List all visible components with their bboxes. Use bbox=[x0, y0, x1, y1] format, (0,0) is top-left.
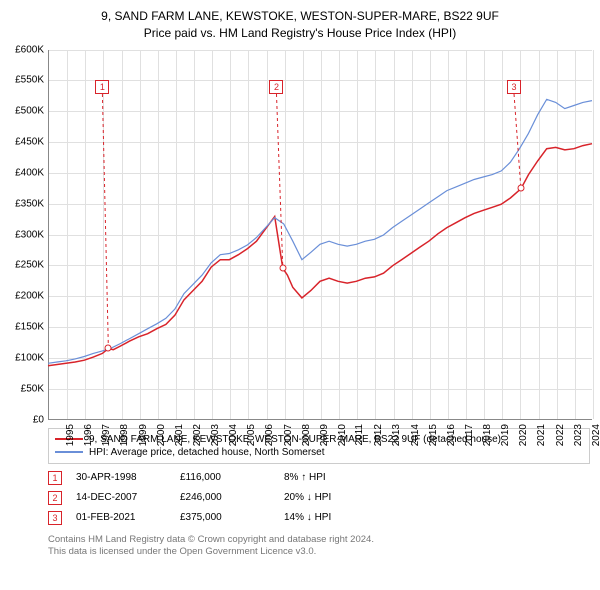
marker-table: 1 30-APR-1998 £116,000 8% ↑ HPI 2 14-DEC-2007… bbox=[48, 468, 590, 528]
marker-table-row: 2 14-DEC-2007 £246,000 20% ↓ HPI bbox=[48, 488, 590, 508]
x-axis-label: 2009 bbox=[319, 424, 330, 446]
y-axis-label: £300K bbox=[15, 229, 44, 240]
marker-price: £246,000 bbox=[180, 492, 270, 503]
legend-label: HPI: Average price, detached house, Nort… bbox=[89, 447, 325, 458]
marker-dot bbox=[105, 345, 112, 352]
marker-date: 01-FEB-2021 bbox=[76, 512, 166, 523]
attribution-footer: Contains HM Land Registry data © Crown c… bbox=[48, 534, 590, 560]
x-axis-label: 2020 bbox=[518, 424, 529, 446]
marker-date: 30-APR-1998 bbox=[76, 472, 166, 483]
marker-price: £375,000 bbox=[180, 512, 270, 523]
gridline-v bbox=[593, 50, 594, 419]
x-axis-label: 1996 bbox=[83, 424, 94, 446]
legend-label: 9, SAND FARM LANE, KEWSTOKE, WESTON-SUPE… bbox=[89, 434, 501, 445]
footer-line-2: This data is licensed under the Open Gov… bbox=[48, 546, 590, 559]
title-line-2: Price paid vs. HM Land Registry's House … bbox=[10, 25, 590, 42]
marker-table-row: 3 01-FEB-2021 £375,000 14% ↓ HPI bbox=[48, 508, 590, 528]
series-line bbox=[48, 99, 592, 363]
marker-table-number: 2 bbox=[48, 491, 62, 505]
x-axis-label: 2010 bbox=[337, 424, 348, 446]
marker-diff: 8% ↑ HPI bbox=[284, 472, 374, 483]
marker-diff: 14% ↓ HPI bbox=[284, 512, 374, 523]
y-axis-label: £50K bbox=[21, 383, 44, 394]
series-line bbox=[48, 143, 592, 365]
title-block: 9, SAND FARM LANE, KEWSTOKE, WESTON-SUPE… bbox=[0, 0, 600, 46]
x-axis-label: 1995 bbox=[65, 424, 76, 446]
x-axis-label: 2003 bbox=[210, 424, 221, 446]
x-axis-label: 2017 bbox=[464, 424, 475, 446]
marker-connector bbox=[514, 94, 521, 189]
x-axis-label: 2001 bbox=[174, 424, 185, 446]
x-axis-label: 2011 bbox=[354, 424, 365, 446]
y-axis-label: £0 bbox=[33, 414, 44, 425]
x-axis-label: 2014 bbox=[409, 424, 420, 446]
x-axis-label: 2002 bbox=[192, 424, 203, 446]
x-axis-label: 2016 bbox=[446, 424, 457, 446]
marker-number-box: 3 bbox=[507, 80, 521, 94]
marker-diff: 20% ↓ HPI bbox=[284, 492, 374, 503]
x-axis-label: 2012 bbox=[373, 424, 384, 446]
y-axis-label: £350K bbox=[15, 198, 44, 209]
title-line-1: 9, SAND FARM LANE, KEWSTOKE, WESTON-SUPE… bbox=[10, 8, 590, 25]
x-axis-label: 2013 bbox=[391, 424, 402, 446]
x-axis-label: 2015 bbox=[427, 424, 438, 446]
marker-table-number: 3 bbox=[48, 511, 62, 525]
marker-table-number: 1 bbox=[48, 471, 62, 485]
series-svg bbox=[48, 50, 592, 420]
x-axis-label: 1997 bbox=[101, 424, 112, 446]
y-axis-label: £500K bbox=[15, 106, 44, 117]
chart-plot-area: £0£50K£100K£150K£200K£250K£300K£350K£400… bbox=[48, 50, 592, 420]
y-axis-label: £250K bbox=[15, 260, 44, 271]
y-axis-label: £100K bbox=[15, 352, 44, 363]
marker-number-box: 2 bbox=[269, 80, 283, 94]
y-axis-label: £150K bbox=[15, 322, 44, 333]
marker-dot bbox=[517, 185, 524, 192]
x-axis-label: 2019 bbox=[500, 424, 511, 446]
y-axis-label: £200K bbox=[15, 291, 44, 302]
x-axis-label: 1999 bbox=[137, 424, 148, 446]
marker-price: £116,000 bbox=[180, 472, 270, 483]
x-axis-label: 2006 bbox=[264, 424, 275, 446]
x-axis-label: 2022 bbox=[554, 424, 565, 446]
y-axis-label: £400K bbox=[15, 167, 44, 178]
marker-number-box: 1 bbox=[95, 80, 109, 94]
y-axis-label: £550K bbox=[15, 75, 44, 86]
x-axis-label: 2000 bbox=[155, 424, 166, 446]
x-axis-label: 2024 bbox=[591, 424, 600, 446]
chart-container: 9, SAND FARM LANE, KEWSTOKE, WESTON-SUPE… bbox=[0, 0, 600, 590]
x-axis-label: 2007 bbox=[282, 424, 293, 446]
marker-connector bbox=[276, 94, 282, 268]
x-axis-label: 2004 bbox=[228, 424, 239, 446]
y-axis-label: £450K bbox=[15, 137, 44, 148]
footer-line-1: Contains HM Land Registry data © Crown c… bbox=[48, 534, 590, 547]
x-axis-label: 2005 bbox=[246, 424, 257, 446]
x-axis-label: 2018 bbox=[482, 424, 493, 446]
x-axis-label: 2023 bbox=[572, 424, 583, 446]
legend-swatch bbox=[55, 451, 83, 453]
y-axis-label: £600K bbox=[15, 44, 44, 55]
x-axis-label: 1998 bbox=[119, 424, 130, 446]
legend-row: HPI: Average price, detached house, Nort… bbox=[55, 446, 583, 459]
marker-dot bbox=[279, 264, 286, 271]
x-axis-label: 2021 bbox=[536, 424, 547, 446]
marker-date: 14-DEC-2007 bbox=[76, 492, 166, 503]
x-axis-label: 2008 bbox=[300, 424, 311, 446]
marker-connector bbox=[102, 94, 108, 348]
marker-table-row: 1 30-APR-1998 £116,000 8% ↑ HPI bbox=[48, 468, 590, 488]
